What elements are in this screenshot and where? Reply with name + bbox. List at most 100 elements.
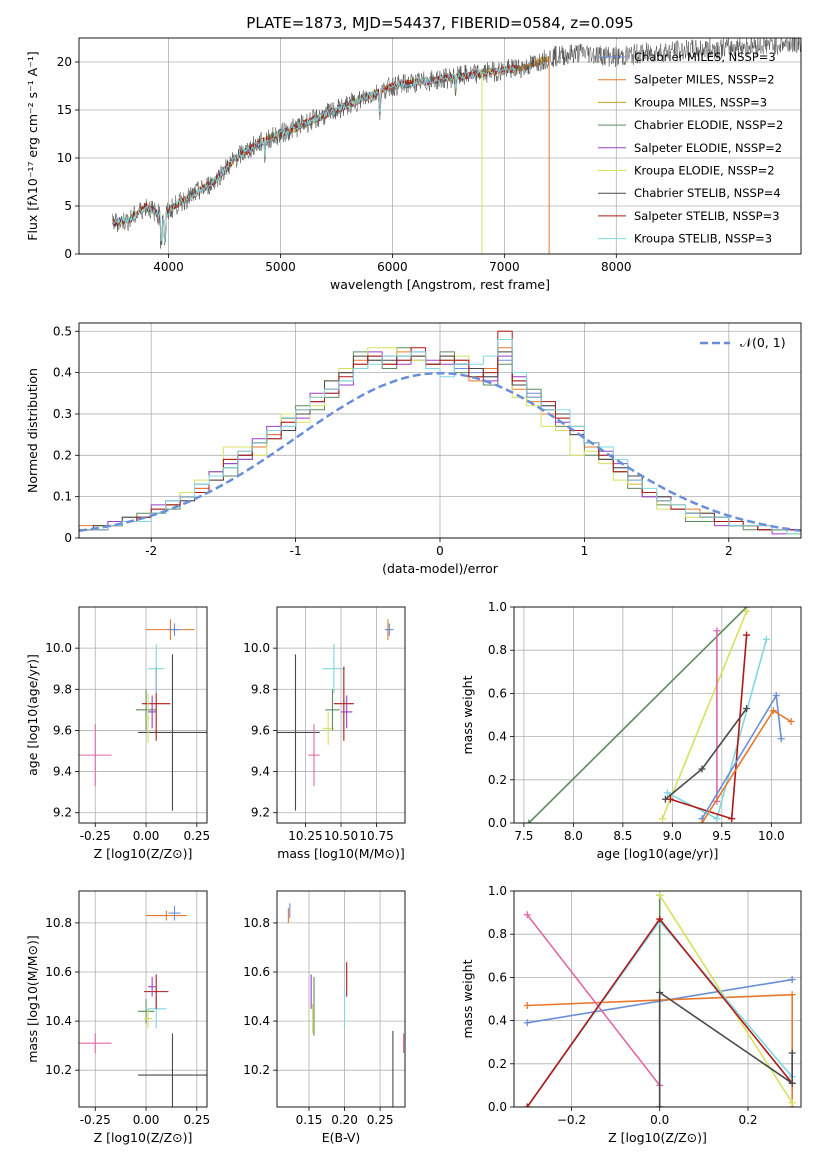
errorbar-point xyxy=(341,695,353,729)
weight-marker xyxy=(525,819,533,823)
y-tick-label: 10.8 xyxy=(45,916,72,930)
weight-marker xyxy=(788,976,796,984)
plot-area-z-age xyxy=(79,619,207,811)
y-tick-label: 10.8 xyxy=(243,916,270,930)
y-tick-label: 9.8 xyxy=(251,682,270,696)
weight-marker xyxy=(728,815,736,823)
grid-age-weight xyxy=(514,606,801,824)
x-tick-label: 8.5 xyxy=(613,829,632,843)
weight-marker xyxy=(788,1079,796,1087)
errorbar-point xyxy=(148,695,157,729)
legend-label: Salpeter STELIB, NSSP=3 xyxy=(634,209,780,223)
errorbar-point xyxy=(385,623,394,636)
weight-marker xyxy=(698,819,706,823)
y-tick-label: 0.6 xyxy=(488,686,507,700)
y-tick-label: 1.0 xyxy=(488,884,507,898)
plot-area-z-weight xyxy=(523,891,796,1107)
x-tick-label: 0.00 xyxy=(133,1113,160,1127)
errorbar-point xyxy=(148,976,157,997)
residual-legend: 𝒩(0, 1) xyxy=(700,335,786,350)
spectrum-line xyxy=(112,56,550,244)
y-tick-label: 9.2 xyxy=(53,806,72,820)
x-tick-label: -1 xyxy=(290,544,302,558)
spectrum-line xyxy=(112,69,482,245)
x-tick-label: 10.25 xyxy=(288,829,322,843)
y-tick-label: 0.4 xyxy=(488,1014,507,1028)
x-axis-label: Z [log10(Z/Z⊙)] xyxy=(94,846,193,861)
y-axis-label: mass [log10(M/M⊙)] xyxy=(25,935,40,1063)
y-tick-label: 0.8 xyxy=(488,927,507,941)
axes-frame xyxy=(276,890,406,1108)
plot-area-residuals xyxy=(79,330,801,538)
x-tick-label: 7000 xyxy=(489,260,520,274)
errorbar-point xyxy=(137,654,207,811)
y-axis-label: Normed distribution xyxy=(25,368,40,493)
weight-marker xyxy=(743,705,751,713)
weight-marker xyxy=(769,707,777,715)
grid-z-age xyxy=(79,607,207,823)
weight-marker xyxy=(713,815,721,823)
x-tick-label: 10.75 xyxy=(359,829,393,843)
x-axis-label: mass [log10(M/M⊙)] xyxy=(277,846,405,861)
panel-z-age: -0.25 0.00 0.25 9.2 9.4 9.6 9.8 10.0 Z [log10(Z/… xyxy=(25,606,210,861)
spectrum-line xyxy=(112,69,482,244)
legend-label: Salpeter MILES, NSSP=2 xyxy=(634,73,775,87)
y-tick-label: 9.4 xyxy=(251,765,270,779)
y-axis-label: age [log10(age/yr)] xyxy=(25,654,40,776)
spectrum-line xyxy=(112,64,516,241)
y-tick-label: 5 xyxy=(64,199,72,213)
grid-z-mass xyxy=(79,891,207,1107)
weight-marker xyxy=(523,1019,531,1027)
y-tick-label: 0.2 xyxy=(53,448,72,462)
panel-age-weight: 7.5 8.0 8.5 9.0 9.5 10.0 0.0 0.2 0.4 0.6 0.8 1.0 age… xyxy=(460,600,802,861)
y-axis-label: mass weight xyxy=(460,959,475,1038)
errorbar-point xyxy=(144,1008,153,1029)
x-tick-label: -0.25 xyxy=(80,1113,111,1127)
weight-marker xyxy=(523,1001,531,1009)
x-axis-label: age [log10(age/yr)] xyxy=(597,846,719,861)
spectrum-line xyxy=(112,38,801,249)
axes-frame xyxy=(78,890,208,1108)
weight-marker xyxy=(762,635,770,643)
y-tick-label: 10.6 xyxy=(243,965,270,979)
weight-marker xyxy=(772,692,780,700)
weight-line xyxy=(670,635,748,820)
weight-marker xyxy=(656,1103,664,1107)
weight-marker xyxy=(788,1049,796,1057)
errorbar-point xyxy=(79,1033,112,1053)
y-tick-label: 0.5 xyxy=(53,324,72,338)
x-tick-label: -2 xyxy=(145,544,157,558)
weight-marker xyxy=(788,991,796,999)
x-tick-label: 0.00 xyxy=(133,829,160,843)
y-tick-label: 10 xyxy=(57,151,72,165)
x-tick-label: 6000 xyxy=(377,260,408,274)
y-tick-label: 0.0 xyxy=(488,1100,507,1114)
weight-marker xyxy=(787,717,795,725)
x-tick-label: 7.5 xyxy=(514,829,533,843)
x-tick-label: 0.15 xyxy=(296,1113,323,1127)
y-tick-label: 1.0 xyxy=(488,600,507,614)
axes-frame xyxy=(513,606,802,824)
errorbar-point xyxy=(308,724,320,786)
y-axis-label: mass weight xyxy=(460,675,475,754)
spectrum-line xyxy=(112,69,482,245)
panel-z-weight: −0.2 0.0 0.2 0.0 0.2 0.4 0.6 0.8 1.0 Z [log10(Z/Z… xyxy=(460,884,802,1145)
x-tick-label: 5000 xyxy=(265,260,296,274)
y-tick-label: 20 xyxy=(57,55,72,69)
x-tick-label: 0.25 xyxy=(183,1113,210,1127)
axes-frame xyxy=(513,890,802,1108)
x-tick-label: 0.0 xyxy=(650,1113,669,1127)
y-tick-label: 0.3 xyxy=(53,407,72,421)
legend-label: Chabrier STELIB, NSSP=4 xyxy=(634,186,781,200)
y-axis-label: Flux [fλ10⁻¹⁷ erg cm⁻² s⁻¹ A⁻¹] xyxy=(25,51,40,240)
axes-frame xyxy=(78,37,802,255)
spectrum-line xyxy=(112,65,516,244)
errorbar-point xyxy=(135,689,157,731)
y-tick-label: 0.0 xyxy=(488,816,507,830)
panel-residuals: -2 -1 0 1 2 0 0.1 0.2 0.3 0.4 0.5 (data-model)/erro… xyxy=(25,322,802,576)
weight-marker xyxy=(523,911,531,919)
x-axis-label: Z [log10(Z/Z⊙)] xyxy=(94,1130,193,1145)
spectrum-legend: Chabrier MILES, NSSP=3 Salpeter MILES, NS… xyxy=(598,50,783,246)
y-tick-label: 9.4 xyxy=(53,765,72,779)
x-tick-label: 0.25 xyxy=(183,829,210,843)
